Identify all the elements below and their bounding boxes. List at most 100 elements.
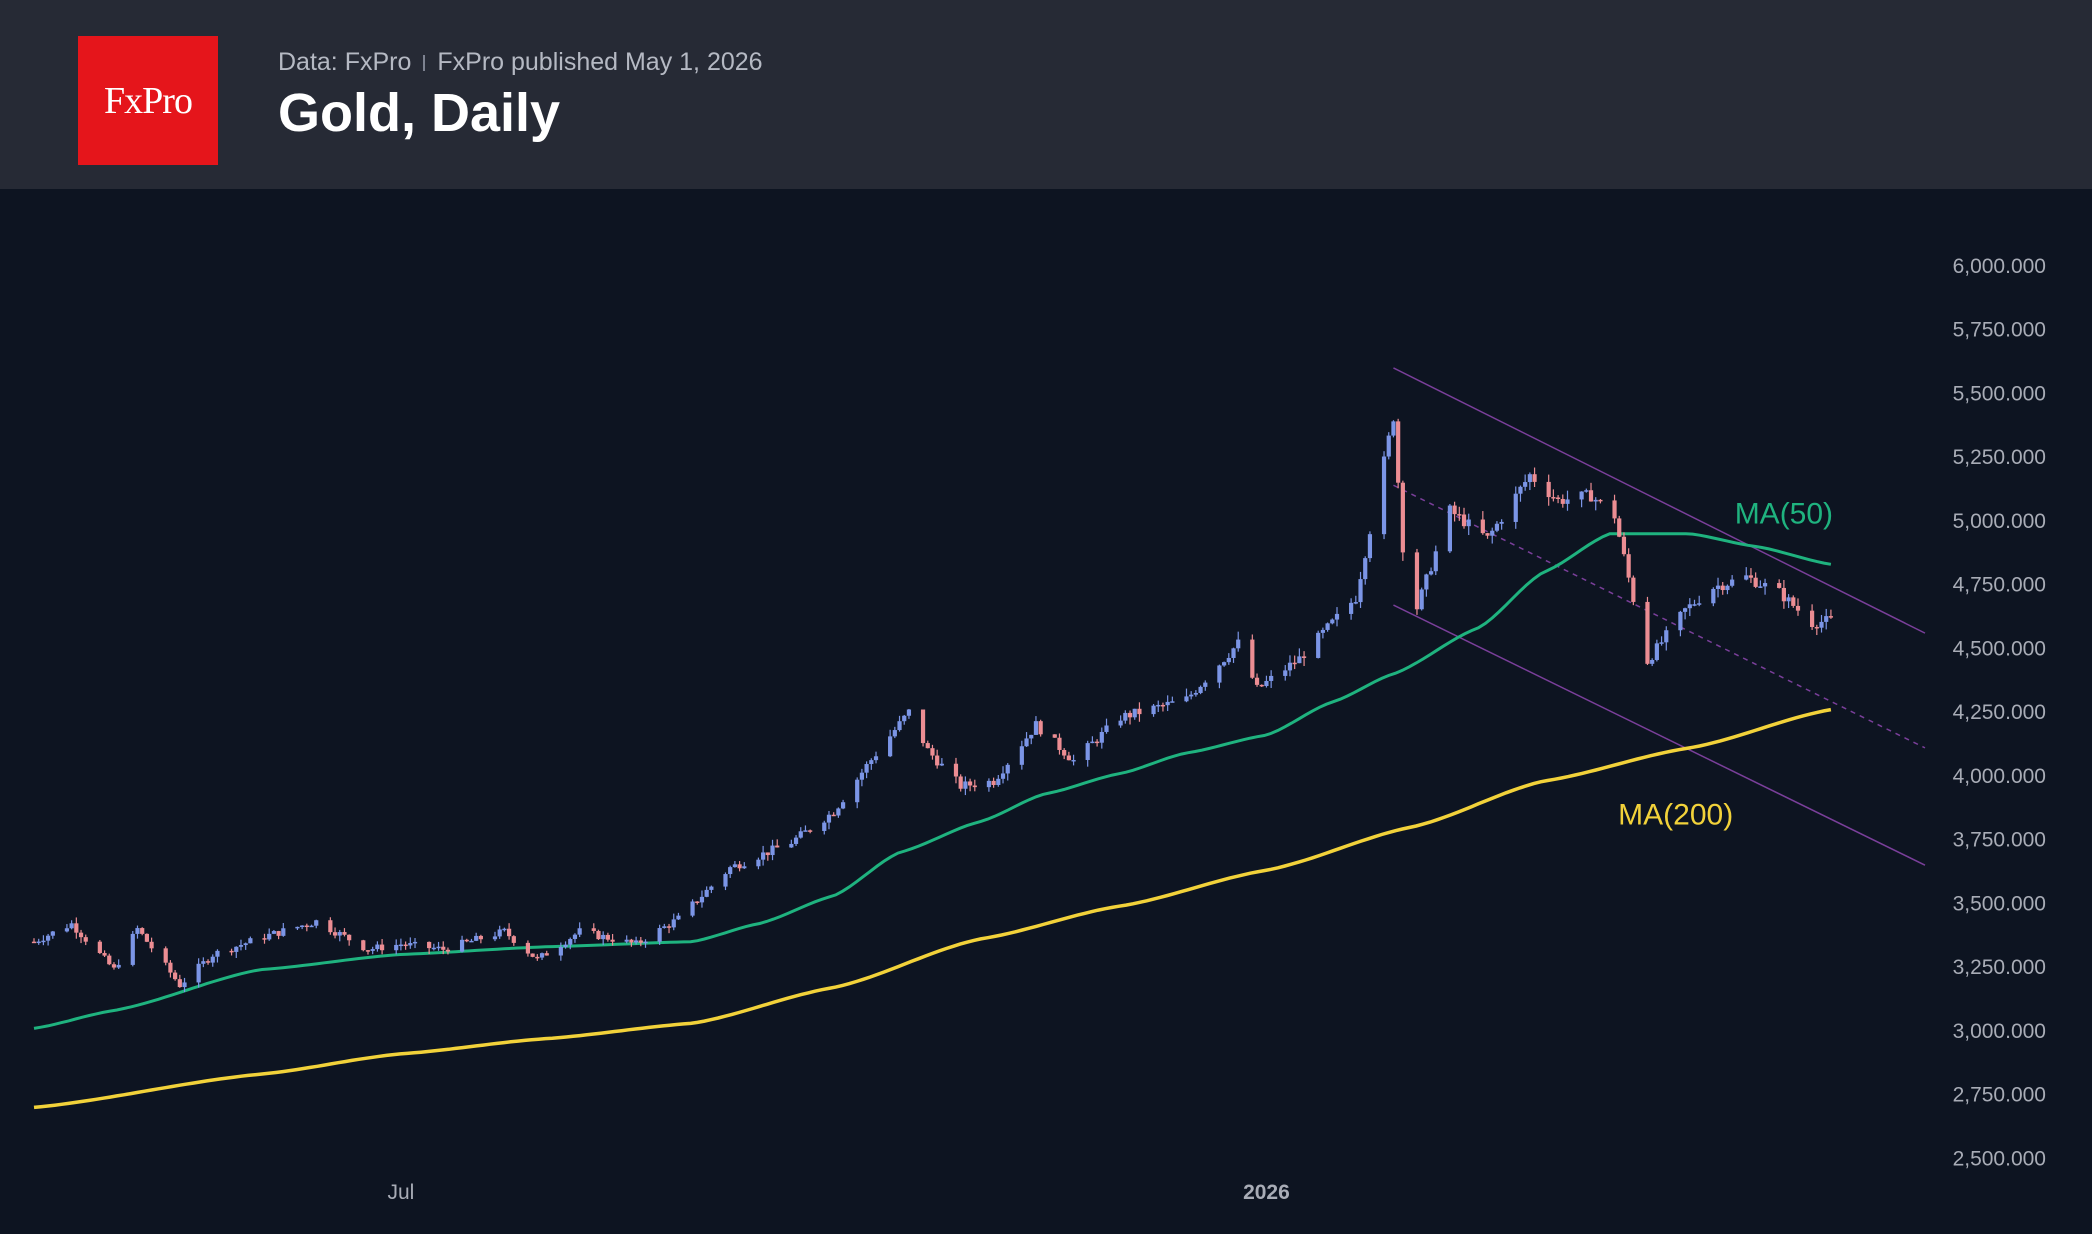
- candle-body: [177, 979, 182, 988]
- candle: [728, 865, 733, 878]
- candle-body: [1725, 585, 1730, 591]
- candle-body: [563, 944, 568, 947]
- candle-body: [1428, 571, 1434, 575]
- candle: [1320, 627, 1325, 639]
- candle-body: [671, 919, 676, 928]
- candle: [1457, 506, 1462, 521]
- candle-body: [144, 933, 149, 942]
- candle-body: [1264, 680, 1269, 687]
- candle: [1565, 490, 1570, 511]
- candle-body: [130, 933, 135, 965]
- candle: [1626, 548, 1631, 583]
- candle: [1730, 575, 1735, 588]
- candle-body: [69, 923, 74, 929]
- candle: [1480, 511, 1485, 535]
- candle-body: [469, 940, 474, 943]
- candle: [1466, 513, 1471, 536]
- candle-body: [601, 934, 606, 940]
- candle-body: [83, 937, 88, 942]
- candle-body: [1231, 648, 1236, 658]
- candle-body: [46, 935, 51, 941]
- candle: [1386, 432, 1391, 460]
- candle-body: [314, 920, 319, 926]
- candle: [1038, 719, 1043, 737]
- candle: [1259, 684, 1264, 688]
- published-date: FxPro published May 1, 2026: [437, 48, 763, 76]
- candle-body: [605, 934, 610, 940]
- candle-body: [930, 748, 935, 756]
- candle-body: [238, 945, 244, 947]
- candle: [1292, 655, 1297, 670]
- candle: [742, 862, 747, 869]
- candle: [441, 941, 446, 955]
- candle: [803, 825, 808, 832]
- candle-body: [1555, 497, 1561, 500]
- candle-body: [699, 896, 705, 903]
- candle-body: [544, 953, 549, 956]
- candle: [1814, 624, 1819, 636]
- candle: [1560, 494, 1565, 508]
- candle-body: [1099, 731, 1104, 743]
- candle-body: [1057, 737, 1062, 750]
- candle: [1452, 501, 1457, 522]
- candle: [1005, 763, 1010, 781]
- candle-body: [441, 946, 446, 950]
- candle: [1494, 521, 1500, 533]
- candle: [737, 861, 742, 872]
- x-axis: Jul 2026: [387, 1181, 1289, 1204]
- candle-body: [822, 822, 827, 831]
- candle: [568, 937, 573, 950]
- candle-body: [1381, 456, 1387, 535]
- candle: [1160, 702, 1166, 712]
- candle-body: [262, 938, 267, 940]
- candle-body: [634, 940, 639, 943]
- candle: [201, 957, 206, 968]
- y-tick-label: 4,750.000: [1953, 574, 2046, 597]
- candle: [709, 885, 714, 894]
- candle: [572, 933, 578, 943]
- candle-body: [666, 926, 672, 928]
- channel-lower-line: [1393, 604, 1926, 866]
- candle-body: [1085, 743, 1090, 760]
- candle: [1579, 491, 1584, 508]
- candle: [196, 958, 201, 988]
- candle-body: [1697, 603, 1702, 605]
- y-tick-label: 3,250.000: [1953, 956, 2046, 979]
- candle: [826, 810, 832, 830]
- candle: [610, 934, 615, 946]
- candle: [1325, 622, 1330, 632]
- candle: [492, 931, 498, 942]
- candle-body: [1090, 741, 1095, 744]
- candle: [149, 937, 154, 953]
- candle-body: [892, 730, 897, 737]
- candle-body: [478, 935, 483, 940]
- candle-body: [525, 942, 531, 954]
- candle: [1170, 696, 1175, 703]
- candle-body: [511, 936, 516, 943]
- candle: [1428, 567, 1434, 576]
- candle-body: [1052, 734, 1057, 738]
- candle-body: [1137, 708, 1142, 715]
- candle: [591, 923, 596, 934]
- candle: [1090, 736, 1095, 744]
- candle-body: [1301, 656, 1307, 658]
- candle-body: [1019, 746, 1024, 765]
- candle: [1132, 708, 1137, 720]
- candle: [1748, 568, 1754, 583]
- candle-body: [1236, 639, 1241, 649]
- candle: [1381, 451, 1387, 540]
- candle-body: [558, 946, 563, 956]
- candle-body: [1349, 602, 1354, 614]
- candle-body: [535, 956, 540, 959]
- candle: [375, 941, 380, 952]
- candle-body: [530, 953, 535, 957]
- candle-body: [102, 953, 107, 956]
- candle: [173, 969, 178, 981]
- candle: [36, 938, 41, 945]
- candle-body: [408, 943, 413, 946]
- candle: [1334, 607, 1340, 627]
- candle-body: [64, 928, 70, 932]
- ma50-label: MA(50): [1735, 497, 1833, 530]
- candle: [761, 845, 766, 866]
- candle: [511, 935, 516, 946]
